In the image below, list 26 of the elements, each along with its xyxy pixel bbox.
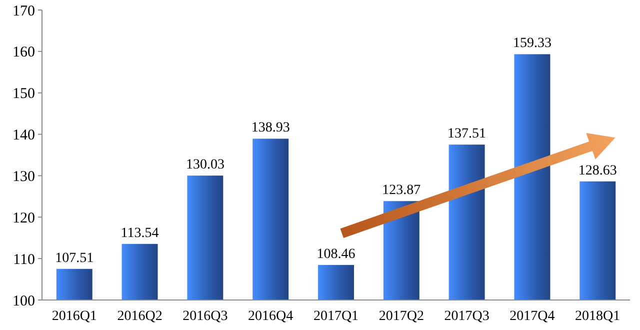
- y-tick-label: 110: [13, 252, 35, 268]
- y-tick-label: 120: [12, 210, 35, 226]
- x-tick-label: 2017Q2: [378, 309, 424, 324]
- y-tick-label: 130: [12, 168, 35, 185]
- data-label: 113.54: [120, 226, 159, 241]
- data-label: 123.87: [382, 183, 421, 198]
- y-tick-label: 170: [12, 3, 35, 20]
- x-tick-label: 2017Q3: [444, 309, 490, 324]
- x-tick-label: 2017Q1: [313, 309, 359, 324]
- y-tick-label: 150: [12, 86, 35, 102]
- y-tick-label: 140: [12, 128, 35, 144]
- x-tick-label: 2018Q1: [575, 309, 620, 324]
- data-label: 138.93: [251, 120, 290, 136]
- data-label: 107.51: [55, 250, 94, 266]
- data-label: 137.51: [448, 126, 486, 142]
- x-tick-label: 2016Q1: [52, 309, 97, 324]
- x-tick-label: 2016Q2: [117, 309, 162, 324]
- y-tick-label: 100: [12, 293, 35, 310]
- x-tick-label: 2017Q4: [510, 309, 555, 324]
- y-tick-label: 160: [12, 44, 35, 61]
- data-label: 130.03: [186, 158, 224, 173]
- data-label: 159.33: [512, 36, 552, 52]
- x-tick-label: 2016Q4: [248, 309, 294, 324]
- x-tick-label: 2016Q3: [182, 309, 228, 324]
- data-label: 108.46: [316, 246, 356, 262]
- data-label: 128.63: [578, 163, 617, 178]
